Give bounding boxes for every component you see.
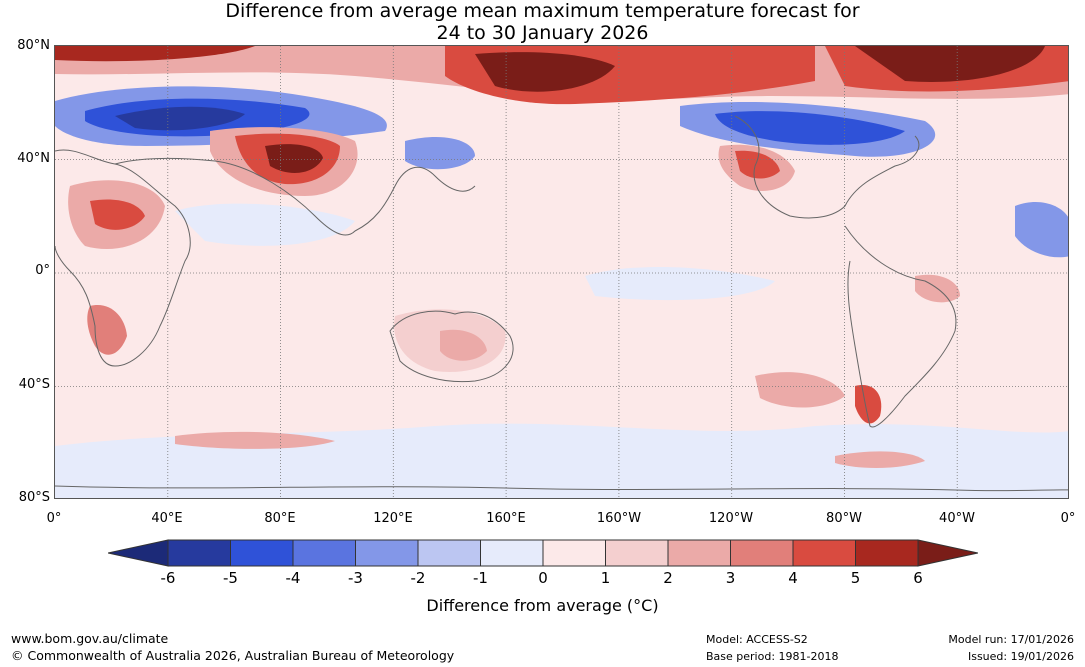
eurasia-cold-core <box>115 106 245 131</box>
colorbar-segment <box>792 539 856 567</box>
south-pacific-warm <box>755 372 845 408</box>
colorbar-tick-label: 3 <box>725 569 736 587</box>
colorbar-low-extend <box>108 539 169 567</box>
colorbar-segment <box>667 539 731 567</box>
colorbar-tick-label: 1 <box>600 569 611 587</box>
lon-label-120e: 120°E <box>373 511 413 526</box>
north-america-cold-core <box>715 111 905 145</box>
anomaly-map <box>54 45 1069 499</box>
colorbar-segment <box>855 539 919 567</box>
colorbar-tick-label: 2 <box>663 569 673 587</box>
south-atlantic-warm-band <box>835 451 925 468</box>
lon-label-40w: 40°W <box>939 511 975 526</box>
colorbar-segment <box>605 539 669 567</box>
tibet-hot-core <box>265 144 323 173</box>
map-title-line2: 24 to 30 January 2026 <box>436 22 649 44</box>
patagonia-warm <box>855 385 882 424</box>
coastlines <box>55 115 1068 492</box>
lat-label-80n: 80°N <box>17 38 50 53</box>
siberian-arctic-hot-core <box>475 52 615 92</box>
colorbar-tick-label: 4 <box>788 569 798 587</box>
colorbar-tick-label: -4 <box>285 569 301 587</box>
colorbar-label: Difference from average (°C) <box>426 596 659 615</box>
footer-model: Model: ACCESS-S2 <box>706 633 808 646</box>
footer-base-period: Base period: 1981-2018 <box>706 650 839 663</box>
colorbar-tick-label: -6 <box>160 569 176 587</box>
lon-label-80e: 80°E <box>264 511 296 526</box>
east-asia-cool <box>405 136 475 170</box>
colorbar-segment <box>292 539 356 567</box>
arabian-cool-patch <box>175 203 355 246</box>
north-atlantic-cool <box>1015 202 1068 258</box>
lon-label-160w: 160°W <box>596 511 642 526</box>
colorbar-segment <box>230 539 294 567</box>
central-pacific-cool-patch <box>585 266 775 301</box>
map-title-line1: Difference from average mean maximum tem… <box>225 0 860 22</box>
map-graticule <box>55 46 1068 498</box>
southern-africa-warm <box>87 305 127 355</box>
lon-label-80w: 80°W <box>826 511 862 526</box>
anomaly-map-svg <box>55 46 1068 498</box>
lon-label-160e: 160°E <box>486 511 526 526</box>
colorbar-segment <box>355 539 419 567</box>
colorbar-segment <box>417 539 481 567</box>
southern-indian-warm-band <box>175 431 335 449</box>
footer-website: www.bom.gov.au/climate <box>11 631 169 646</box>
colorbar-high-extend <box>917 539 978 567</box>
lon-label-120w: 120°W <box>708 511 754 526</box>
colorbar-segment <box>730 539 794 567</box>
colorbar-tick-label: 0 <box>538 569 548 587</box>
footer-issued: Issued: 19/01/2026 <box>967 650 1074 663</box>
lon-label-0-right: 0° <box>1060 511 1076 526</box>
lat-label-40s: 40°S <box>18 377 50 392</box>
colorbar-segment <box>167 539 231 567</box>
footer-model-run: Model run: 17/01/2026 <box>948 633 1074 646</box>
colorbar-tick-label: 6 <box>913 569 923 587</box>
colorbar-tick-label: -2 <box>410 569 426 587</box>
colorbar <box>108 539 978 567</box>
sw-us-warm-core <box>735 150 780 179</box>
australia-warm-core <box>440 329 487 361</box>
footer-copyright: © Commonwealth of Australia 2026, Austra… <box>11 648 455 663</box>
lon-label-40e: 40°E <box>151 511 183 526</box>
colorbar-tick-label: -1 <box>473 569 488 587</box>
lat-label-40n: 40°N <box>17 151 50 166</box>
colorbar-segment <box>480 539 544 567</box>
colorbar-tick-label: -3 <box>348 569 363 587</box>
colorbar-tick-label: 5 <box>850 569 861 587</box>
sahara-warm-core <box>90 199 145 230</box>
colorbar-tick-label: -5 <box>223 569 238 587</box>
greenland-hot-core <box>855 46 1045 82</box>
colorbar-segment <box>542 539 606 567</box>
european-arctic-warm <box>55 46 255 62</box>
lat-label-equator: 0° <box>35 263 50 278</box>
lon-label-0-left: 0° <box>46 511 62 526</box>
lat-label-80s: 80°S <box>18 490 50 505</box>
